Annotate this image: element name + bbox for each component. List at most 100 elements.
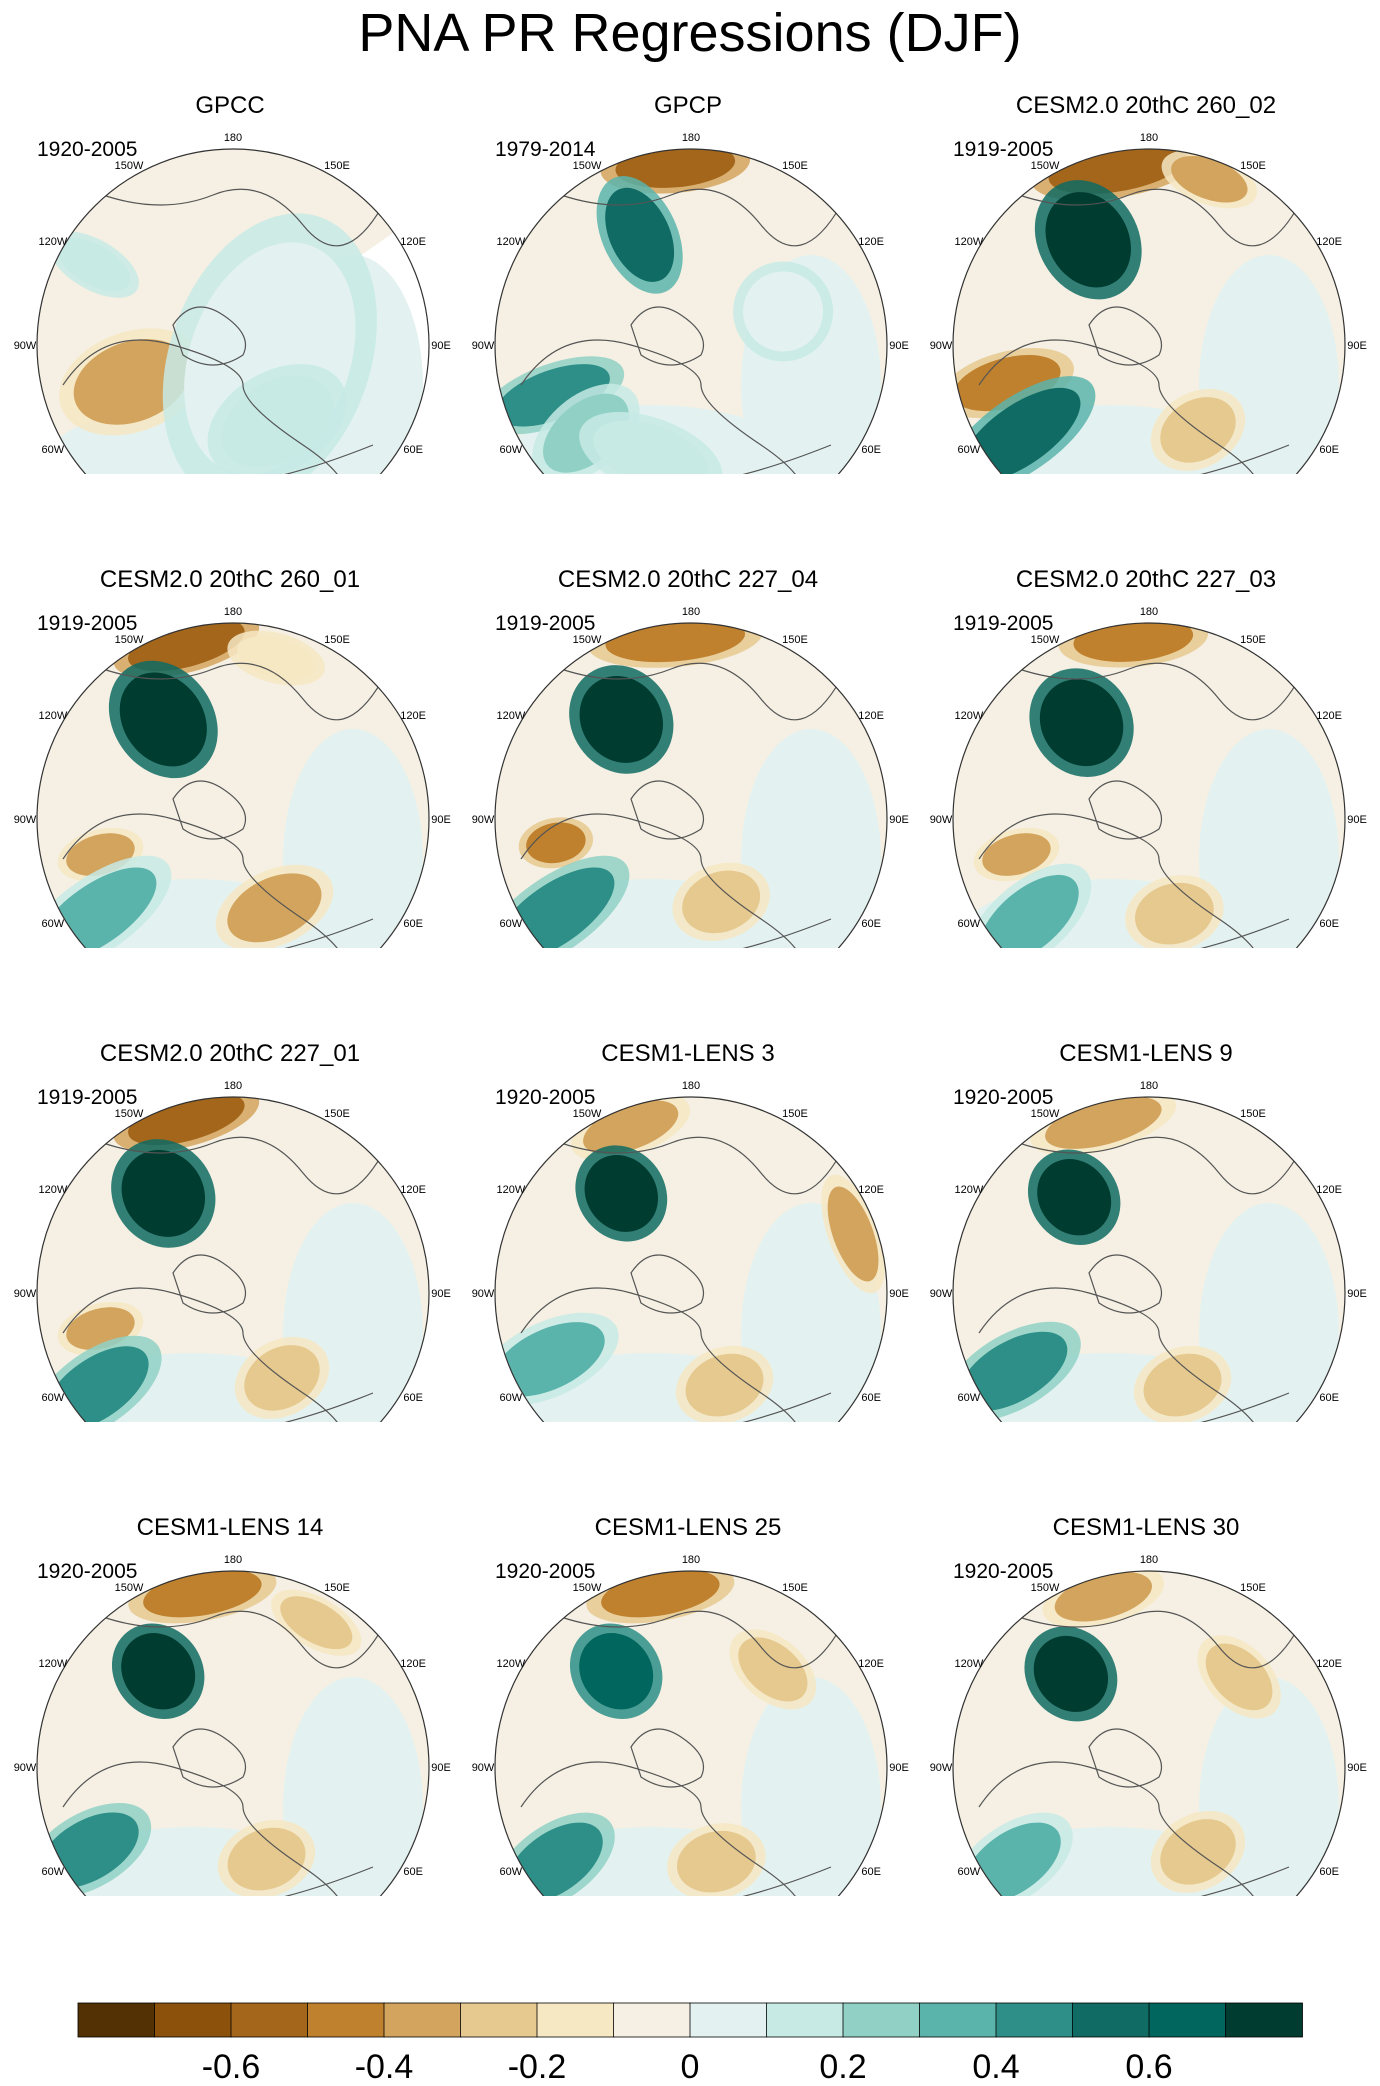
- map-panel: 180150E120E90E60E30E030W60W90W120W150W CE…: [458, 1422, 918, 1896]
- longitude-label: 150W: [115, 160, 144, 172]
- longitude-label: 150E: [782, 1582, 808, 1594]
- anomaly-region: [741, 729, 881, 948]
- longitude-label: 150E: [1240, 634, 1266, 646]
- anomaly-core: [73, 339, 190, 425]
- anomaly-core: [121, 1633, 196, 1710]
- anomaly-core: [495, 1322, 605, 1397]
- longitude-label: 90E: [889, 1762, 909, 1774]
- longitude-label: 60W: [958, 918, 981, 930]
- longitude-label: 150E: [782, 160, 808, 172]
- period-label: 1920-2005: [37, 138, 138, 161]
- coastline: [102, 188, 384, 247]
- coastline: [62, 1287, 349, 1422]
- coastline: [62, 813, 349, 948]
- map-panel: 180150E120E90E60E30E030W60W90W120W150WCE…: [0, 948, 460, 1422]
- polar-map: 180150E120E90E60E30E030W60W90W120W150W: [14, 1554, 451, 1896]
- map-panel: 180150E120E90E60E30E030W60W90W120W150WGP…: [0, 0, 460, 474]
- longitude-label: 120W: [38, 1184, 67, 1196]
- longitude-label: 120W: [38, 710, 67, 722]
- longitude-label: 90E: [889, 814, 909, 826]
- longitude-label: 90E: [1347, 1762, 1367, 1774]
- coastline: [560, 1610, 842, 1669]
- panel-title: CESM2.0 20thC 227_03: [1015, 566, 1277, 593]
- longitude-label: 90W: [930, 1288, 953, 1300]
- anomaly-core: [601, 1571, 720, 1618]
- coastline: [520, 339, 807, 474]
- greenland-coast: [1088, 1728, 1163, 1788]
- coastline: [520, 1287, 807, 1422]
- coastline: [670, 918, 832, 948]
- anomaly-region: [1199, 1677, 1339, 1896]
- longitude-label: 90E: [1347, 340, 1367, 352]
- greenland-coast: [172, 1254, 247, 1314]
- longitude-label: 120W: [496, 1658, 525, 1670]
- longitude-label: 120E: [1316, 236, 1342, 248]
- longitude-label: 60E: [403, 918, 423, 930]
- map-border: [494, 148, 888, 474]
- coastline: [670, 444, 832, 474]
- panel-title: CESM2.0 20thC 227_04: [557, 566, 819, 593]
- map-border: [952, 1570, 1346, 1896]
- longitude-label: 60E: [861, 1392, 881, 1404]
- longitude-label: 120E: [858, 236, 884, 248]
- polar-map: 180150E120E90E60E30E030W60W90W120W150W: [930, 1080, 1367, 1422]
- longitude-label: 60W: [42, 1392, 65, 1404]
- coastline: [1128, 444, 1290, 474]
- longitude-label: 120E: [1316, 1658, 1342, 1670]
- longitude-label: 180: [1140, 1080, 1158, 1092]
- longitude-label: 90E: [889, 1288, 909, 1300]
- coastline: [212, 1392, 374, 1422]
- panel-title: CESM2.0 20thC 227_01: [99, 1040, 361, 1067]
- colorbar-tick-label: -0.6: [202, 2048, 261, 2086]
- polar-map: 180150E120E90E60E30E030W60W90W120W150W: [472, 1554, 909, 1896]
- greenland-coast: [630, 780, 705, 840]
- anomaly-core: [280, 1596, 353, 1650]
- longitude-label: 90E: [1347, 814, 1367, 826]
- longitude-label: 120W: [496, 1184, 525, 1196]
- anomaly-core: [143, 1571, 262, 1618]
- anomaly-core: [227, 1827, 306, 1891]
- anomaly-core: [227, 873, 322, 943]
- coastline: [520, 813, 807, 948]
- coastline: [560, 1136, 842, 1195]
- period-label: 1920-2005: [953, 1086, 1054, 1109]
- anomaly-core: [676, 1830, 756, 1893]
- map-panel: 180150E120E90E60E30E030W60W90W120W150WCE…: [458, 474, 918, 948]
- longitude-label: 60E: [403, 1392, 423, 1404]
- anomaly-region: [1199, 255, 1339, 474]
- longitude-label: 150W: [115, 634, 144, 646]
- longitude-label: 90W: [14, 1288, 37, 1300]
- colorbar-tick-label: 0.6: [1125, 2048, 1172, 2086]
- anomaly-core: [982, 833, 1051, 876]
- greenland-coast: [172, 780, 247, 840]
- longitude-label: 90E: [1347, 1288, 1367, 1300]
- longitude-label: 90W: [930, 814, 953, 826]
- longitude-label: 90W: [930, 340, 953, 352]
- longitude-label: 120E: [1316, 1184, 1342, 1196]
- polar-map: 180150E120E90E60E30E030W60W90W120W150W: [472, 606, 909, 948]
- coastline: [1128, 1392, 1290, 1422]
- coastline: [560, 188, 842, 247]
- anomaly-core: [526, 822, 586, 864]
- longitude-label: 120W: [38, 236, 67, 248]
- anomaly-core: [579, 1633, 654, 1710]
- anomaly-core: [1045, 192, 1131, 288]
- period-label: 1919-2005: [37, 612, 138, 635]
- anomaly-core: [1171, 155, 1248, 203]
- coastline: [62, 339, 349, 474]
- polar-map: 180150E120E90E60E30E030W60W90W120W150W: [930, 132, 1367, 474]
- panel-title: CESM1-LENS 25: [594, 1514, 782, 1541]
- map-border: [36, 148, 430, 474]
- anomaly-core: [1205, 1643, 1273, 1711]
- longitude-label: 60E: [861, 918, 881, 930]
- longitude-label: 150W: [573, 634, 602, 646]
- longitude-label: 150W: [573, 1108, 602, 1120]
- polar-map: 180150E120E90E60E30E030W60W90W120W150W: [472, 1080, 909, 1422]
- longitude-label: 60W: [500, 1392, 523, 1404]
- anomaly-core: [1134, 882, 1214, 945]
- longitude-label: 150E: [324, 1582, 350, 1594]
- longitude-label: 90E: [431, 1762, 451, 1774]
- map-border: [36, 622, 430, 948]
- anomaly-core: [495, 364, 610, 427]
- anomaly-core: [685, 1353, 764, 1417]
